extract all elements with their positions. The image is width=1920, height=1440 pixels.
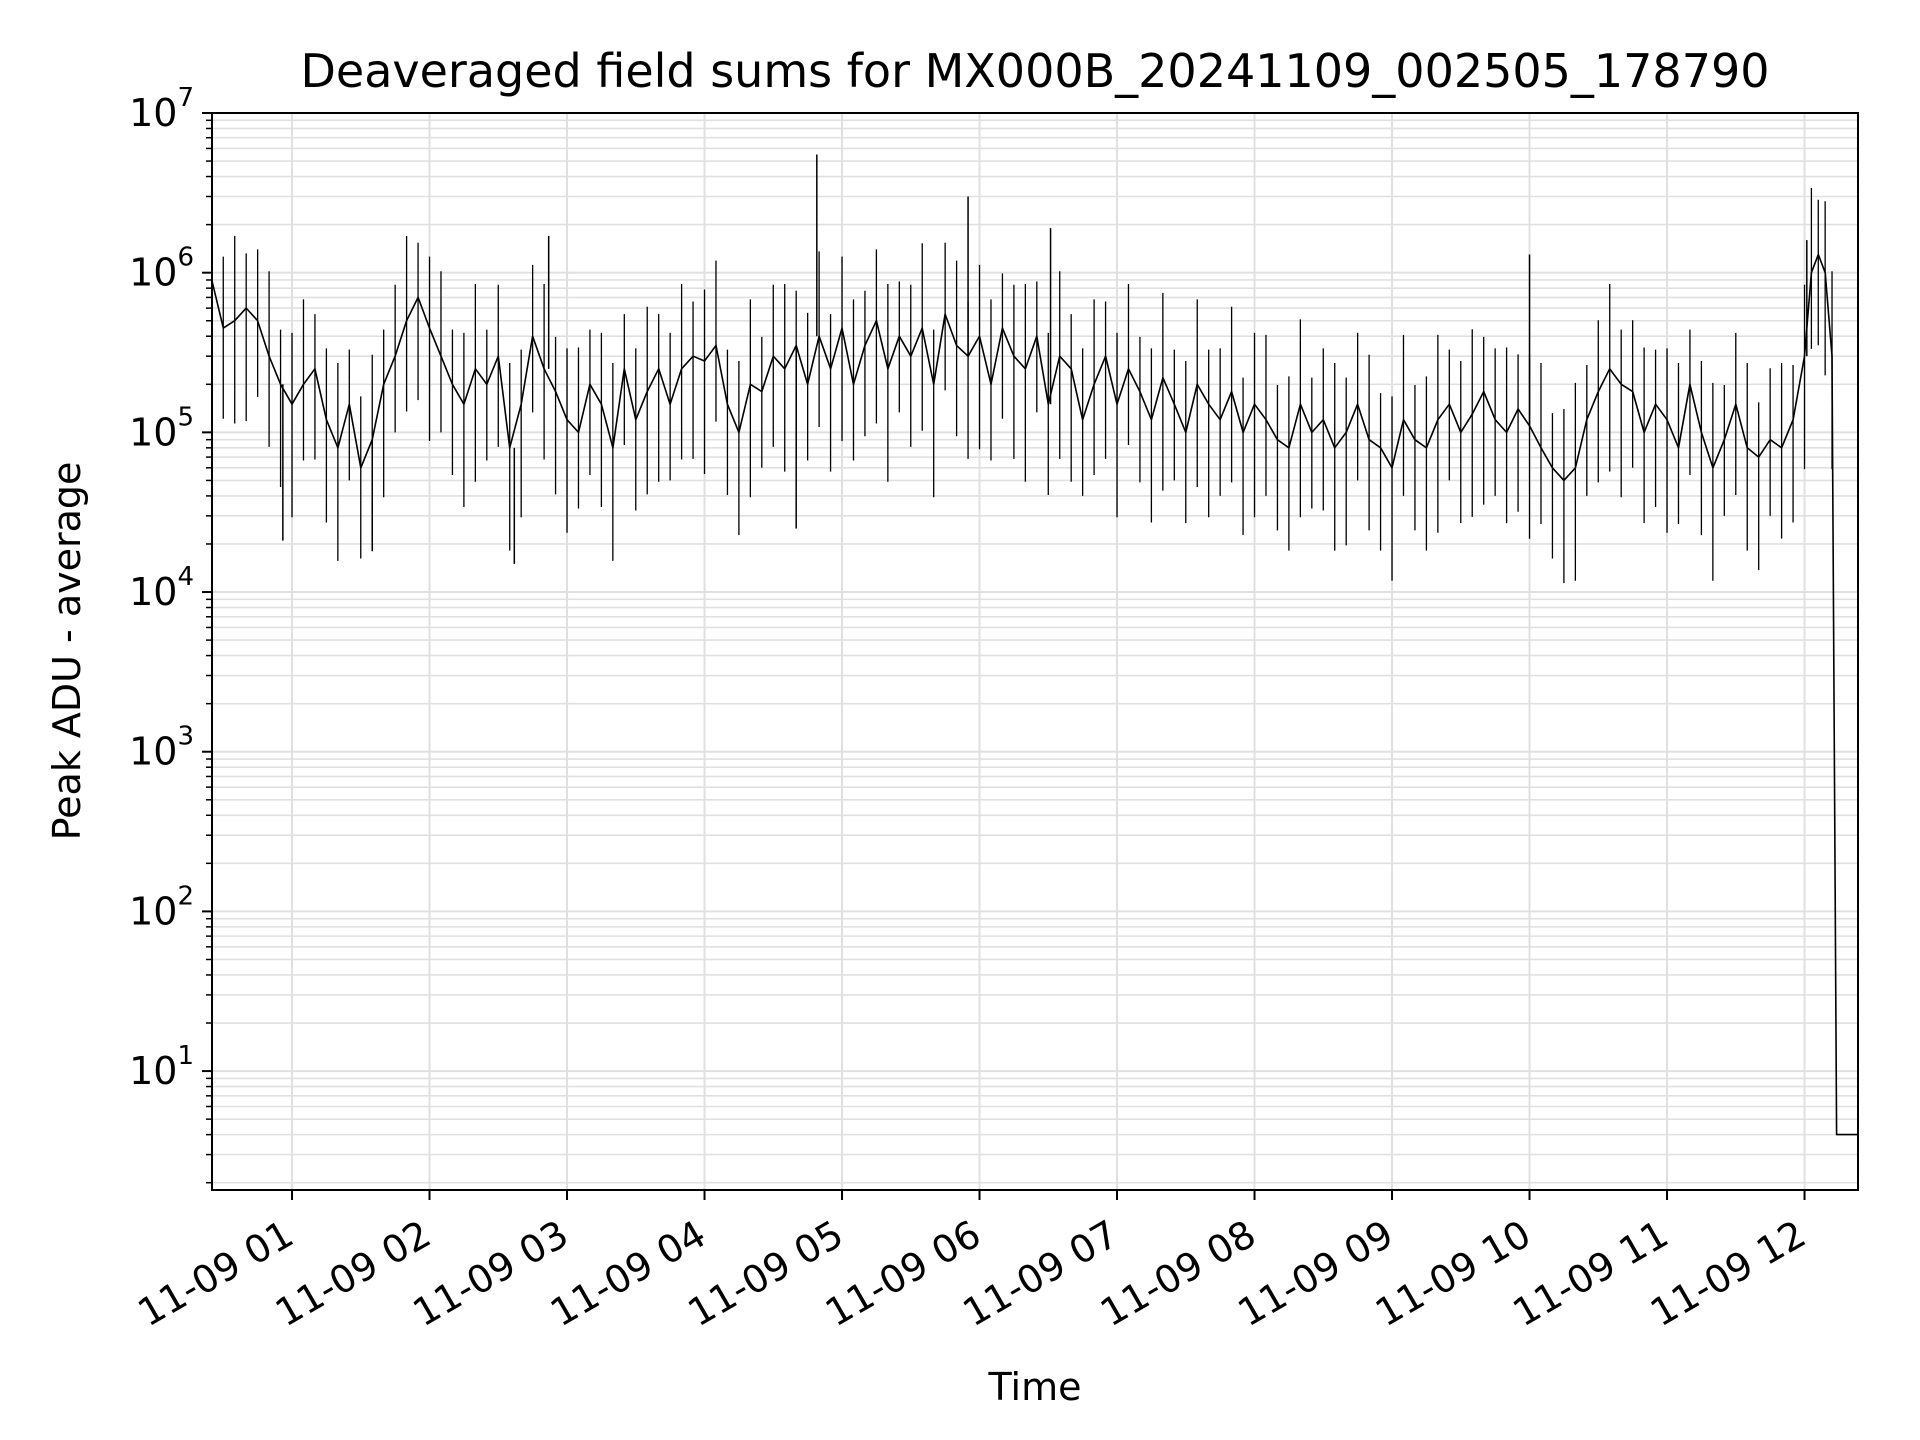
y-tick-label: 103 (129, 722, 194, 774)
y-axis-label: Peak ADU - average (45, 462, 89, 841)
x-axis-label: Time (988, 1365, 1082, 1409)
y-tick-label: 106 (129, 243, 194, 295)
plot-frame (211, 112, 1859, 1191)
y-tick-label: 104 (129, 562, 194, 614)
chart-title: Deaveraged field sums for MX000B_2024110… (300, 44, 1769, 98)
y-tick-label: 107 (129, 83, 194, 135)
y-tick-label: 101 (129, 1041, 194, 1093)
y-tick-label: 105 (129, 402, 194, 454)
series-line (211, 253, 1858, 1136)
series-layer (211, 154, 1858, 1136)
grid (212, 112, 1858, 1190)
y-tick-label: 102 (129, 881, 194, 933)
